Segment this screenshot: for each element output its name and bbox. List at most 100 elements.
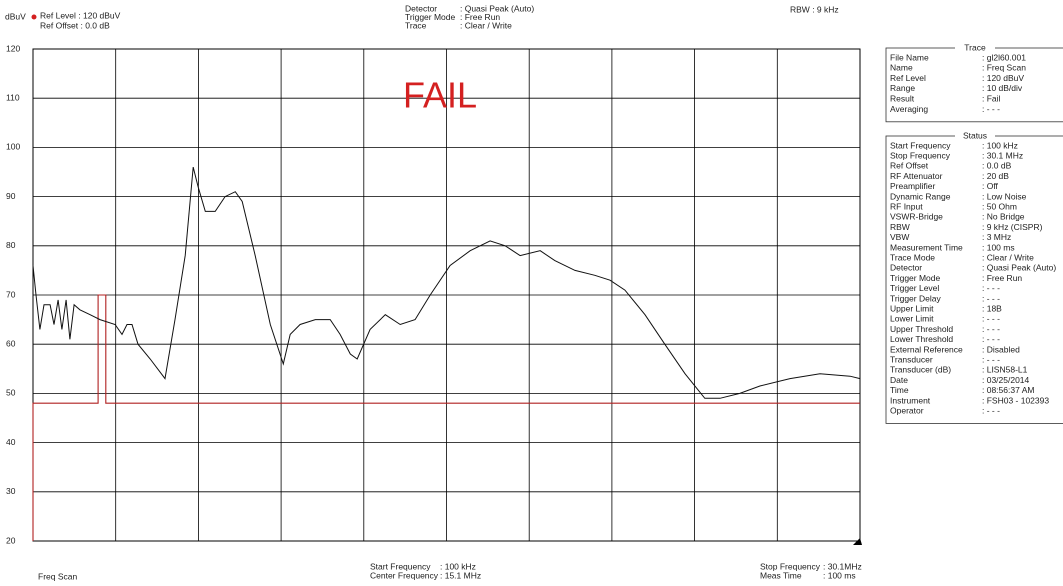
footer-label: Start Frequency (370, 561, 431, 571)
y-tick-label: 100 (6, 142, 20, 152)
panel-value: : LISN58-L1 (982, 365, 1028, 375)
panel-label: Instrument (890, 395, 931, 405)
panel-label: Date (890, 375, 908, 385)
panel-label: External Reference (890, 344, 963, 354)
annotation: FAIL (403, 75, 477, 116)
panel-value: : Freq Scan (982, 63, 1026, 73)
panel-label: VSWR-Bridge (890, 212, 943, 222)
panel-value: : - - - (982, 405, 1000, 415)
setting-label: Trigger Mode (405, 12, 456, 22)
panel-label: Ref Offset (890, 161, 929, 171)
footer-value: : 30.1MHz (823, 561, 862, 571)
panel-label: Result (890, 93, 915, 103)
panel-label: File Name (890, 52, 929, 62)
panel-label: Lower Limit (890, 314, 934, 324)
footer-label: Center Frequency (370, 570, 439, 580)
panel-value: : - - - (982, 324, 1000, 334)
panel-label: Ref Level (890, 73, 926, 83)
panel-label: Trigger Level (890, 283, 939, 293)
trace (32, 166, 861, 399)
panel-label: RBW (890, 222, 910, 232)
panel-value: : Disabled (982, 344, 1020, 354)
panel-label: Dynamic Range (890, 191, 951, 201)
panel-label: Upper Threshold (890, 324, 953, 334)
panel-value: : 18B (982, 303, 1002, 313)
ref-level: Ref Level : 120 dBuV (40, 10, 121, 20)
panel-label: Operator (890, 405, 924, 415)
panel-title-bg (955, 131, 995, 141)
panel-label: Trace Mode (890, 252, 935, 262)
setting-value: : Quasi Peak (Auto) (460, 3, 534, 13)
panel-label: Upper Limit (890, 303, 934, 313)
y-unit: dBuV (5, 11, 26, 21)
ref-offset: Ref Offset : 0.0 dB (40, 20, 110, 30)
panel-value: : - - - (982, 283, 1000, 293)
panel-label: RF Input (890, 201, 923, 211)
y-tick-label: 80 (6, 240, 16, 250)
end-marker (853, 538, 862, 545)
y-tick-label: 110 (6, 92, 20, 102)
panel-label: Trigger Mode (890, 273, 941, 283)
panel-value: : Low Noise (982, 191, 1027, 201)
panel-value: : 120 dBuV (982, 73, 1024, 83)
panel-value: : 20 dB (982, 171, 1009, 181)
panel-value: : FSH03 - 102393 (982, 395, 1049, 405)
panel-label: Start Frequency (890, 140, 951, 150)
panel-label: Range (890, 83, 915, 93)
panel-value: : - - - (982, 314, 1000, 324)
panel-title: Status (963, 130, 987, 140)
y-tick-label: 20 (6, 535, 16, 545)
limit-line (32, 294, 860, 541)
panel-value: : - - - (982, 334, 1000, 344)
setting-value: : Clear / Write (460, 20, 512, 30)
y-tick-label: 40 (6, 437, 16, 447)
panel-label: Averaging (890, 104, 928, 114)
panel-label: Stop Frequency (890, 150, 951, 160)
panel-value: : 9 kHz (CISPR) (982, 222, 1043, 232)
panel-label: Name (890, 63, 913, 73)
y-tick-label: 30 (6, 486, 16, 496)
mode: Freq Scan (38, 571, 77, 581)
panel-value: : 03/25/2014 (982, 375, 1030, 385)
panel-value: : 30.1 MHz (982, 150, 1023, 160)
panel-value: : 100 ms (982, 242, 1015, 252)
setting-label: Trace (405, 20, 427, 30)
footer-value: : 100 kHz (440, 561, 476, 571)
panel-value: : 3 MHz (982, 232, 1011, 242)
y-tick-label: 120 (6, 43, 20, 53)
panel-value: : - - - (982, 293, 1000, 303)
footer-label: Meas Time (760, 570, 802, 580)
panel-value: : - - - (982, 354, 1000, 364)
panel-label: Time (890, 385, 909, 395)
setting-value: : Free Run (460, 12, 500, 22)
y-tick-label: 60 (6, 338, 16, 348)
y-tick-label: 50 (6, 388, 16, 398)
panel-value: : 10 dB/div (982, 83, 1023, 93)
panel-title-bg (955, 43, 995, 53)
footer-value: : 100 ms (823, 570, 856, 580)
panel-title: Trace (964, 42, 986, 52)
panel-label: RF Attenuator (890, 171, 943, 181)
panel-value: : gl2l60.001 (982, 52, 1026, 62)
y-tick-label: 70 (6, 289, 16, 299)
panel-label: Trigger Delay (890, 293, 941, 303)
setting-label: Detector (405, 3, 437, 13)
panel-value: : 50 Ohm (982, 201, 1017, 211)
y-tick-label: 90 (6, 191, 16, 201)
panel-value: : Quasi Peak (Auto) (982, 263, 1056, 273)
panel-value: : Free Run (982, 273, 1022, 283)
panel-label: Preamplifier (890, 181, 936, 191)
panel-value: : 0.0 dB (982, 161, 1012, 171)
panel-label: Detector (890, 263, 922, 273)
panel-label: Lower Threshold (890, 334, 953, 344)
footer-value: : 15.1 MHz (440, 570, 481, 580)
footer-label: Stop Frequency (760, 561, 821, 571)
panel-value: : 08:56:37 AM (982, 385, 1034, 395)
panel-label: VBW (890, 232, 909, 242)
panel-label: Transducer (dB) (890, 365, 951, 375)
side-panel: Trace File Name : gl2l60.001 Name : Freq Sca… (885, 42, 1063, 424)
ref-marker (31, 14, 37, 20)
panel-value: : - - - (982, 104, 1000, 114)
